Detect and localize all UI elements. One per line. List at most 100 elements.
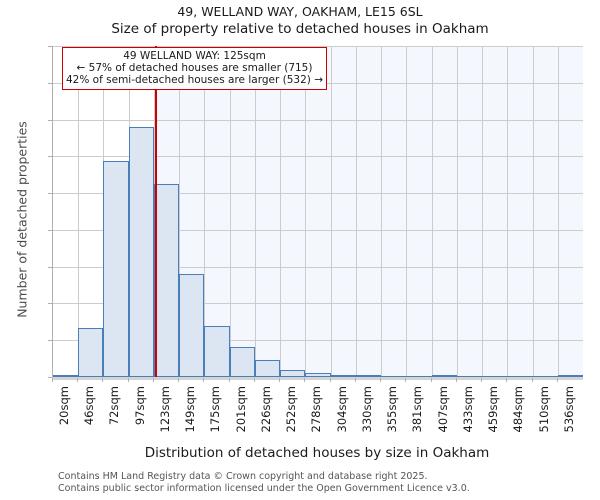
gridline-vertical — [482, 46, 484, 377]
x-axis-line — [52, 377, 583, 380]
x-axis-tick-label: 381sqm — [410, 386, 425, 433]
gridline-horizontal — [53, 119, 583, 121]
x-axis-tick-label: 304sqm — [334, 386, 349, 433]
x-axis-title: Distribution of detached houses by size … — [144, 445, 490, 461]
histogram-bar — [179, 274, 205, 377]
x-axis-tick-mark — [304, 378, 306, 382]
x-axis-tick-label: 407sqm — [435, 386, 450, 433]
x-axis-tick-mark — [203, 378, 205, 382]
gridline-horizontal — [53, 229, 583, 231]
y-axis-tick-mark — [48, 193, 52, 195]
x-axis-tick-mark — [279, 378, 281, 382]
x-axis-tick-label: 510sqm — [536, 386, 551, 433]
annotation-line-3: 42% of semi-detached houses are larger (… — [66, 74, 323, 86]
histogram-bar — [254, 360, 281, 377]
x-axis-tick-label: 175sqm — [208, 386, 223, 433]
x-axis-tick-mark — [556, 378, 558, 382]
y-axis-tick-mark — [48, 119, 52, 121]
x-axis-tick-mark — [178, 378, 180, 382]
histogram-bar — [53, 375, 79, 377]
y-axis-tick-mark — [48, 156, 52, 158]
x-axis-tick-label: 72sqm — [107, 386, 122, 426]
gridline-vertical — [330, 46, 332, 377]
y-axis-title: Number of detached properties — [14, 121, 30, 318]
histogram-bar — [482, 376, 508, 377]
x-axis-tick-label: 459sqm — [486, 386, 501, 433]
footer-line-1: Contains HM Land Registry data © Crown c… — [58, 471, 428, 482]
gridline-vertical — [456, 46, 458, 377]
gridline-horizontal — [53, 156, 583, 158]
property-annotation-box: 49 WELLAND WAY: 125sqm ← 57% of detached… — [62, 47, 327, 90]
x-axis-tick-label: 123sqm — [157, 386, 172, 433]
x-axis-tick-mark — [253, 378, 255, 382]
gridline-horizontal — [53, 340, 583, 342]
gridline-vertical — [507, 46, 509, 377]
x-axis-tick-label: 484sqm — [511, 386, 526, 433]
x-axis-tick-label: 278sqm — [309, 386, 324, 433]
gridline-vertical — [557, 46, 559, 377]
y-axis-tick-mark — [48, 82, 52, 84]
annotation-line-1: 49 WELLAND WAY: 125sqm — [123, 50, 266, 62]
x-axis-tick-label: 97sqm — [132, 386, 147, 426]
histogram-bar — [355, 375, 382, 377]
gridline-vertical — [431, 46, 433, 377]
x-axis-tick-mark — [380, 378, 382, 382]
chart-title: 49, WELLAND WAY, OAKHAM, LE15 6SL — [177, 4, 423, 19]
x-axis-tick-mark — [531, 378, 533, 382]
x-axis-tick-mark — [430, 378, 432, 382]
x-axis-tick-mark — [354, 378, 356, 382]
gridline-vertical — [204, 46, 206, 377]
histogram-bar — [330, 374, 356, 377]
x-axis-tick-label: 46sqm — [82, 386, 97, 426]
gridline-vertical — [229, 46, 231, 377]
x-axis-tick-mark — [481, 378, 483, 382]
histogram-bar — [507, 376, 533, 377]
y-axis-tick-mark — [48, 229, 52, 231]
x-axis-tick-label: 149sqm — [183, 386, 198, 433]
x-axis-tick-label: 226sqm — [258, 386, 273, 433]
x-axis-tick-mark — [152, 378, 154, 382]
y-axis-tick-mark — [48, 303, 52, 305]
gridline-vertical — [179, 46, 181, 377]
gridline-horizontal — [53, 46, 583, 47]
histogram-bar — [305, 373, 331, 377]
histogram-bar — [128, 126, 154, 377]
gridline-vertical — [355, 46, 357, 377]
histogram-bar — [153, 184, 180, 377]
x-axis-tick-mark — [127, 378, 129, 382]
gridline-vertical — [406, 46, 408, 377]
histogram-bar — [431, 375, 457, 377]
x-axis-tick-mark — [228, 378, 230, 382]
histogram-bar — [103, 161, 129, 377]
x-axis-tick-mark — [329, 378, 331, 382]
histogram-bar — [280, 370, 306, 377]
x-axis-tick-label: 201sqm — [233, 386, 248, 433]
gridline-vertical — [254, 46, 256, 377]
y-axis-tick-mark — [48, 340, 52, 342]
gridline-vertical — [381, 46, 383, 377]
histogram-bar — [456, 376, 483, 377]
histogram-bar — [532, 376, 558, 377]
gridline-vertical — [280, 46, 282, 377]
x-axis-tick-label: 536sqm — [561, 386, 576, 433]
footer-attribution: Contains HM Land Registry data © Crown c… — [58, 471, 470, 494]
histogram-bar — [78, 327, 104, 377]
gridline-horizontal — [53, 193, 583, 195]
plot-area — [52, 46, 583, 377]
histogram-bar — [557, 375, 583, 377]
x-axis-tick-label: 355sqm — [385, 386, 400, 433]
x-axis-tick-mark — [455, 378, 457, 382]
x-axis-tick-mark — [506, 378, 508, 382]
x-axis-tick-label: 330sqm — [359, 386, 374, 433]
x-axis-tick-label: 20sqm — [57, 386, 71, 426]
annotation-line-2: ← 57% of detached houses are smaller (71… — [76, 62, 313, 74]
y-axis-tick-mark — [48, 377, 52, 378]
x-axis-tick-label: 433sqm — [460, 386, 475, 433]
y-axis-tick-mark — [48, 266, 52, 268]
footer-line-2: Contains public sector information licen… — [58, 482, 470, 494]
x-axis-tick-mark — [405, 378, 407, 382]
shaded-larger-region — [154, 46, 583, 377]
histogram-bar — [406, 376, 432, 377]
x-axis-tick-mark — [52, 378, 53, 382]
gridline-horizontal — [53, 266, 583, 268]
